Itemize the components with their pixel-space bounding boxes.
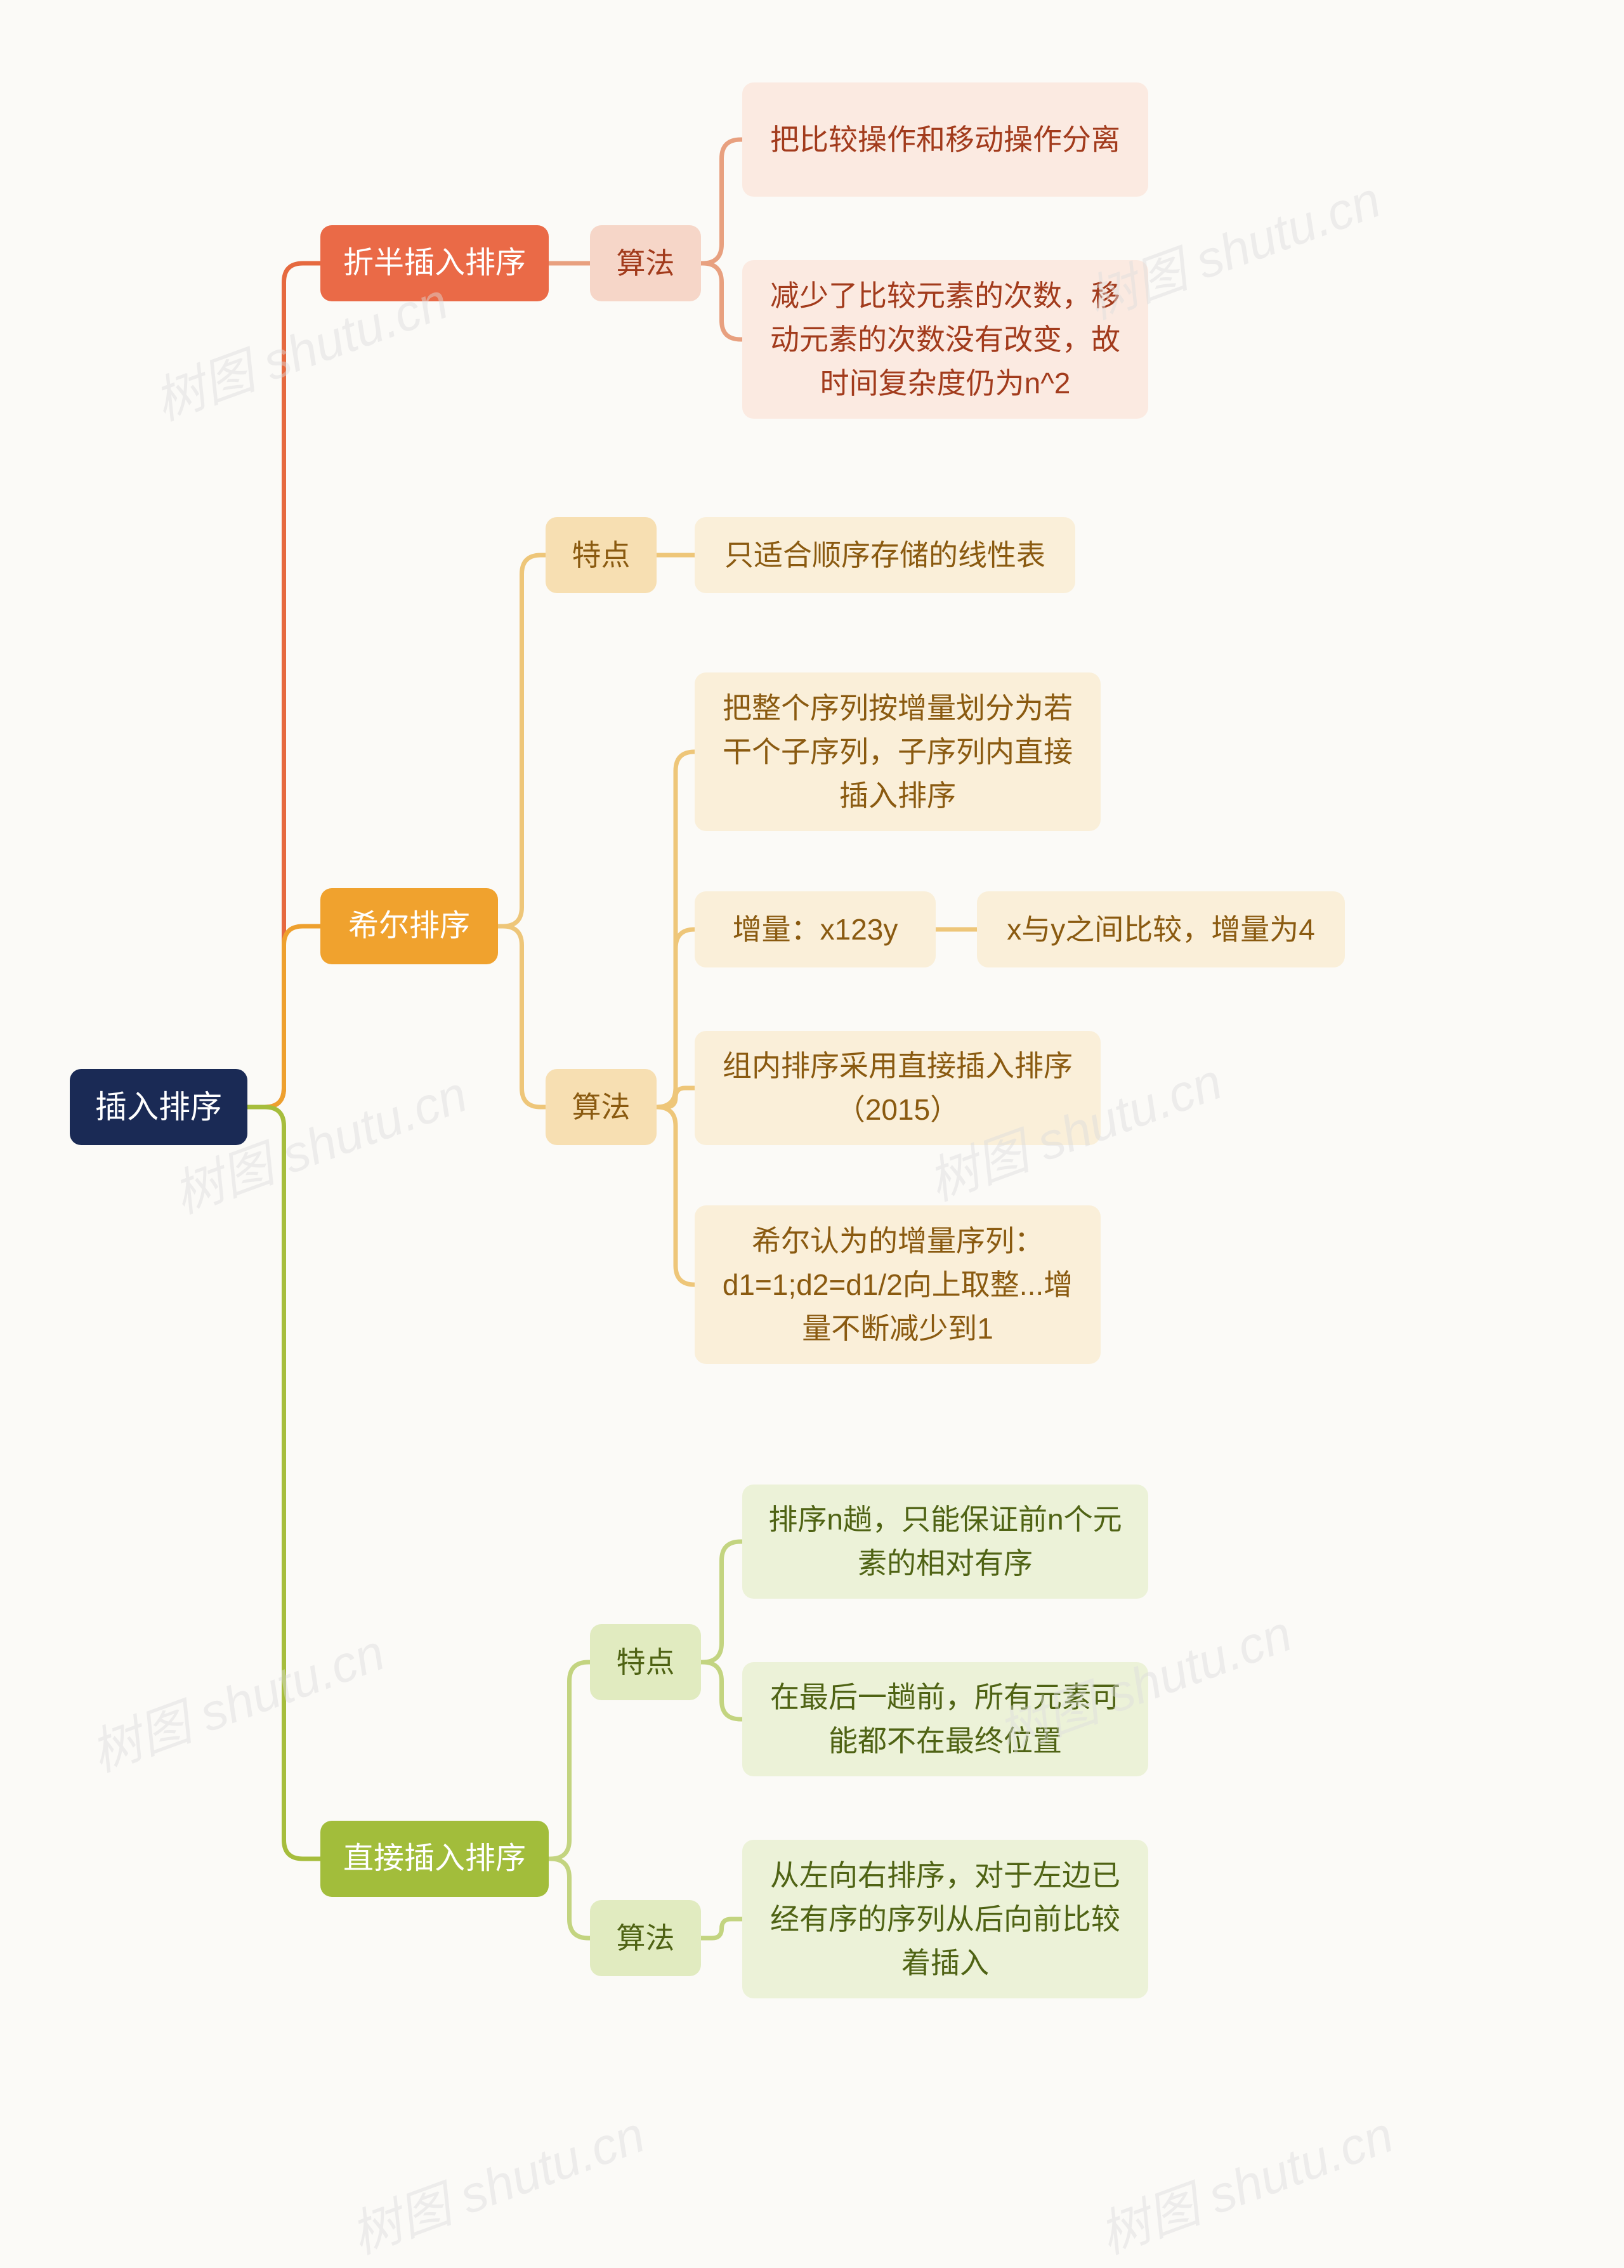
mindmap-node-b1a2: 减少了比较元素的次数，移动元素的次数没有改变，故时间复杂度仍为n^2	[742, 260, 1148, 419]
mindmap-node-b2b: 算法	[546, 1069, 657, 1145]
watermark: 树图 shutu.cn	[339, 2094, 653, 2268]
connector	[657, 752, 695, 1107]
watermark: 树图 shutu.cn	[1088, 2094, 1402, 2268]
mindmap-node-root: 插入排序	[70, 1069, 247, 1145]
mindmap-node-b1: 折半插入排序	[320, 225, 549, 301]
connector	[657, 1088, 695, 1107]
mindmap-node-b3a2: 在最后一趟前，所有元素可能都不在最终位置	[742, 1662, 1148, 1776]
connector	[549, 1859, 590, 1938]
connector	[498, 555, 546, 926]
mindmap-node-b2a1: 只适合顺序存储的线性表	[695, 517, 1075, 593]
mindmap-node-b2b2: 增量：x123y	[695, 891, 936, 967]
connector	[701, 263, 742, 339]
mindmap-node-b3a: 特点	[590, 1624, 701, 1700]
connector	[701, 140, 742, 263]
mindmap-node-b2b2a: x与y之间比较，增量为4	[977, 891, 1345, 967]
mindmap-node-b1a1: 把比较操作和移动操作分离	[742, 82, 1148, 197]
connector	[701, 1542, 742, 1662]
mindmap-node-b3b1: 从左向右排序，对于左边已经有序的序列从后向前比较着插入	[742, 1840, 1148, 1998]
mindmap-node-b3a1: 排序n趟，只能保证前n个元素的相对有序	[742, 1485, 1148, 1599]
connector	[247, 1107, 320, 1859]
connector	[549, 1662, 590, 1859]
mindmap-node-b3: 直接插入排序	[320, 1821, 549, 1897]
mindmap-node-b3b: 算法	[590, 1900, 701, 1976]
connector	[247, 263, 320, 1107]
mindmap-node-b2a: 特点	[546, 517, 657, 593]
mindmap-node-b1a: 算法	[590, 225, 701, 301]
mindmap-node-b2b3: 组内排序采用直接插入排序（2015）	[695, 1031, 1101, 1145]
connector	[657, 929, 695, 1107]
connector	[247, 926, 320, 1107]
watermark: 树图 shutu.cn	[79, 1612, 393, 1786]
mindmap-node-b2b4: 希尔认为的增量序列：d1=1;d2=d1/2向上取整...增量不断减少到1	[695, 1205, 1101, 1364]
connector	[657, 1107, 695, 1285]
mindmap-node-b2b1: 把整个序列按增量划分为若干个子序列，子序列内直接插入排序	[695, 672, 1101, 831]
connector	[701, 1919, 742, 1938]
connector	[498, 926, 546, 1107]
mindmap-node-b2: 希尔排序	[320, 888, 498, 964]
connector	[701, 1662, 742, 1719]
